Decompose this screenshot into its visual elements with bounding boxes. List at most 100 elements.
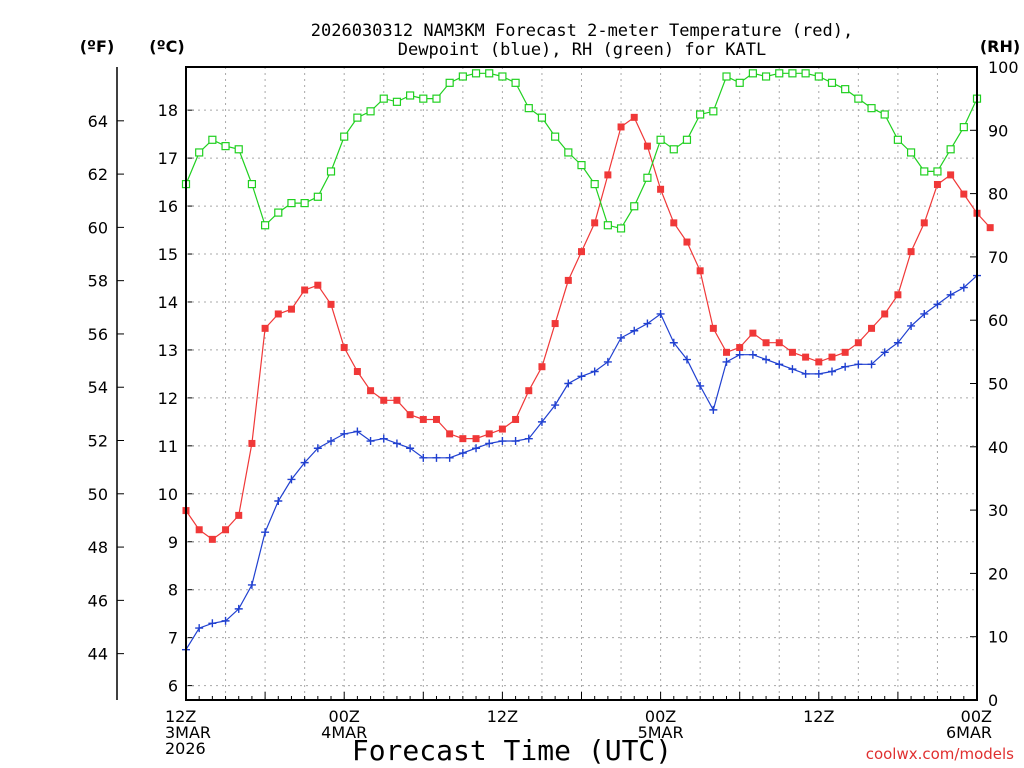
rh-point — [590, 180, 599, 189]
temperature-point — [406, 411, 414, 419]
dewpoint-point — [274, 496, 283, 505]
f-tick-label: 64 — [88, 112, 108, 131]
dewpoint-point — [287, 475, 296, 484]
temperature-point — [287, 305, 295, 313]
temperature-point — [630, 113, 638, 121]
temperature-point — [841, 348, 849, 356]
temperature-point — [472, 435, 480, 443]
temperature-point — [617, 123, 625, 131]
dewpoint-point — [814, 369, 823, 378]
rh-tick-label: 70 — [988, 248, 1008, 267]
rh-point — [788, 69, 797, 78]
dewpoint-point — [933, 300, 942, 309]
c-tick-label: 16 — [158, 197, 178, 216]
temperature-point — [353, 368, 361, 376]
dewpoint-point — [841, 362, 850, 371]
celsius-axis: 6 7 8 9 10 11 12 13 14 15 16 17 18 — [158, 101, 194, 696]
rh-point — [524, 104, 533, 113]
rh-point — [247, 180, 257, 189]
temperature-point — [854, 339, 862, 347]
temperature-point — [749, 329, 757, 337]
dewpoint-point — [353, 427, 362, 436]
temperature-point — [235, 511, 243, 519]
dewpoint-point — [313, 444, 322, 453]
rh-point — [234, 145, 243, 154]
c-tick-label: 14 — [158, 293, 178, 312]
dewpoint-point — [392, 439, 401, 448]
temperature-point — [340, 344, 348, 352]
temperature-point — [512, 415, 520, 423]
time-tick-label: 12Z — [803, 707, 834, 726]
rh-tick-label: 60 — [988, 311, 1008, 330]
temperature-point — [551, 320, 559, 328]
x-axis-title: Forecast Time (UTC) — [352, 734, 672, 767]
dewpoint-point — [221, 616, 230, 625]
temperature-point — [195, 526, 203, 534]
temperature-point — [367, 387, 375, 395]
temperature-point — [222, 526, 230, 534]
rh-point — [906, 148, 916, 157]
dewpoint-point — [366, 437, 375, 446]
rh-point — [432, 94, 441, 103]
temperature-point — [208, 535, 216, 543]
f-tick-label: 44 — [88, 645, 108, 664]
dewpoint-point — [762, 355, 771, 364]
rh-point — [643, 173, 652, 182]
rh-point — [814, 72, 823, 81]
dewpoint-point — [419, 453, 428, 462]
temperature-point — [446, 430, 454, 438]
temperature-point — [696, 267, 704, 275]
dewpoint-point — [801, 369, 810, 378]
rh-point — [682, 135, 692, 144]
rh-point — [366, 107, 375, 116]
temperature-point — [525, 387, 533, 395]
rh-point — [458, 72, 467, 81]
rh-point — [841, 85, 850, 94]
rh-point — [261, 221, 270, 230]
dewpoint-point — [603, 357, 612, 366]
dewpoint-point — [432, 453, 441, 462]
rh-tick-label: 40 — [988, 438, 1008, 457]
rh-point — [893, 135, 903, 144]
temperature-point — [775, 339, 783, 347]
rh-point — [340, 132, 349, 141]
c-tick-label: 11 — [158, 437, 178, 456]
rh-point — [669, 145, 678, 154]
rh-point — [274, 208, 283, 217]
rh-point — [933, 167, 942, 176]
rh-point — [867, 104, 876, 113]
c-tick-label: 13 — [158, 341, 178, 360]
temperature-point — [960, 190, 968, 198]
dewpoint-point — [208, 619, 217, 628]
rh-point — [406, 91, 415, 100]
dewpoint-point — [564, 379, 573, 388]
c-tick-label: 6 — [168, 677, 178, 696]
f-tick-label: 60 — [88, 218, 108, 237]
rh-point — [300, 198, 309, 208]
rh-point — [577, 161, 586, 170]
f-tick-label: 50 — [88, 485, 108, 504]
dewpoint-point — [485, 439, 494, 448]
dewpoint-point — [920, 309, 929, 318]
temperature-point — [947, 171, 955, 179]
temperature-point — [736, 344, 744, 352]
temperature-point — [419, 415, 427, 423]
dewpoint-point — [340, 429, 349, 438]
dewpoint-point — [907, 321, 916, 330]
temperature-point — [657, 185, 665, 193]
time-tick-label: 6MAR — [946, 723, 992, 742]
rh-point — [485, 69, 494, 78]
dewpoint-point — [537, 417, 546, 426]
time-tick-label: 00Z — [645, 707, 676, 726]
dewpoint-point — [827, 367, 836, 376]
f-tick-label: 46 — [88, 591, 108, 610]
dewpoint-point — [261, 528, 270, 537]
temperature-point — [327, 300, 335, 308]
dewpoint-point — [959, 283, 968, 292]
series-temperature — [182, 113, 994, 543]
rh-point — [722, 72, 731, 81]
time-tick-label: 5MAR — [638, 723, 684, 742]
dewpoint-point — [195, 624, 204, 633]
rh-point — [616, 224, 626, 233]
